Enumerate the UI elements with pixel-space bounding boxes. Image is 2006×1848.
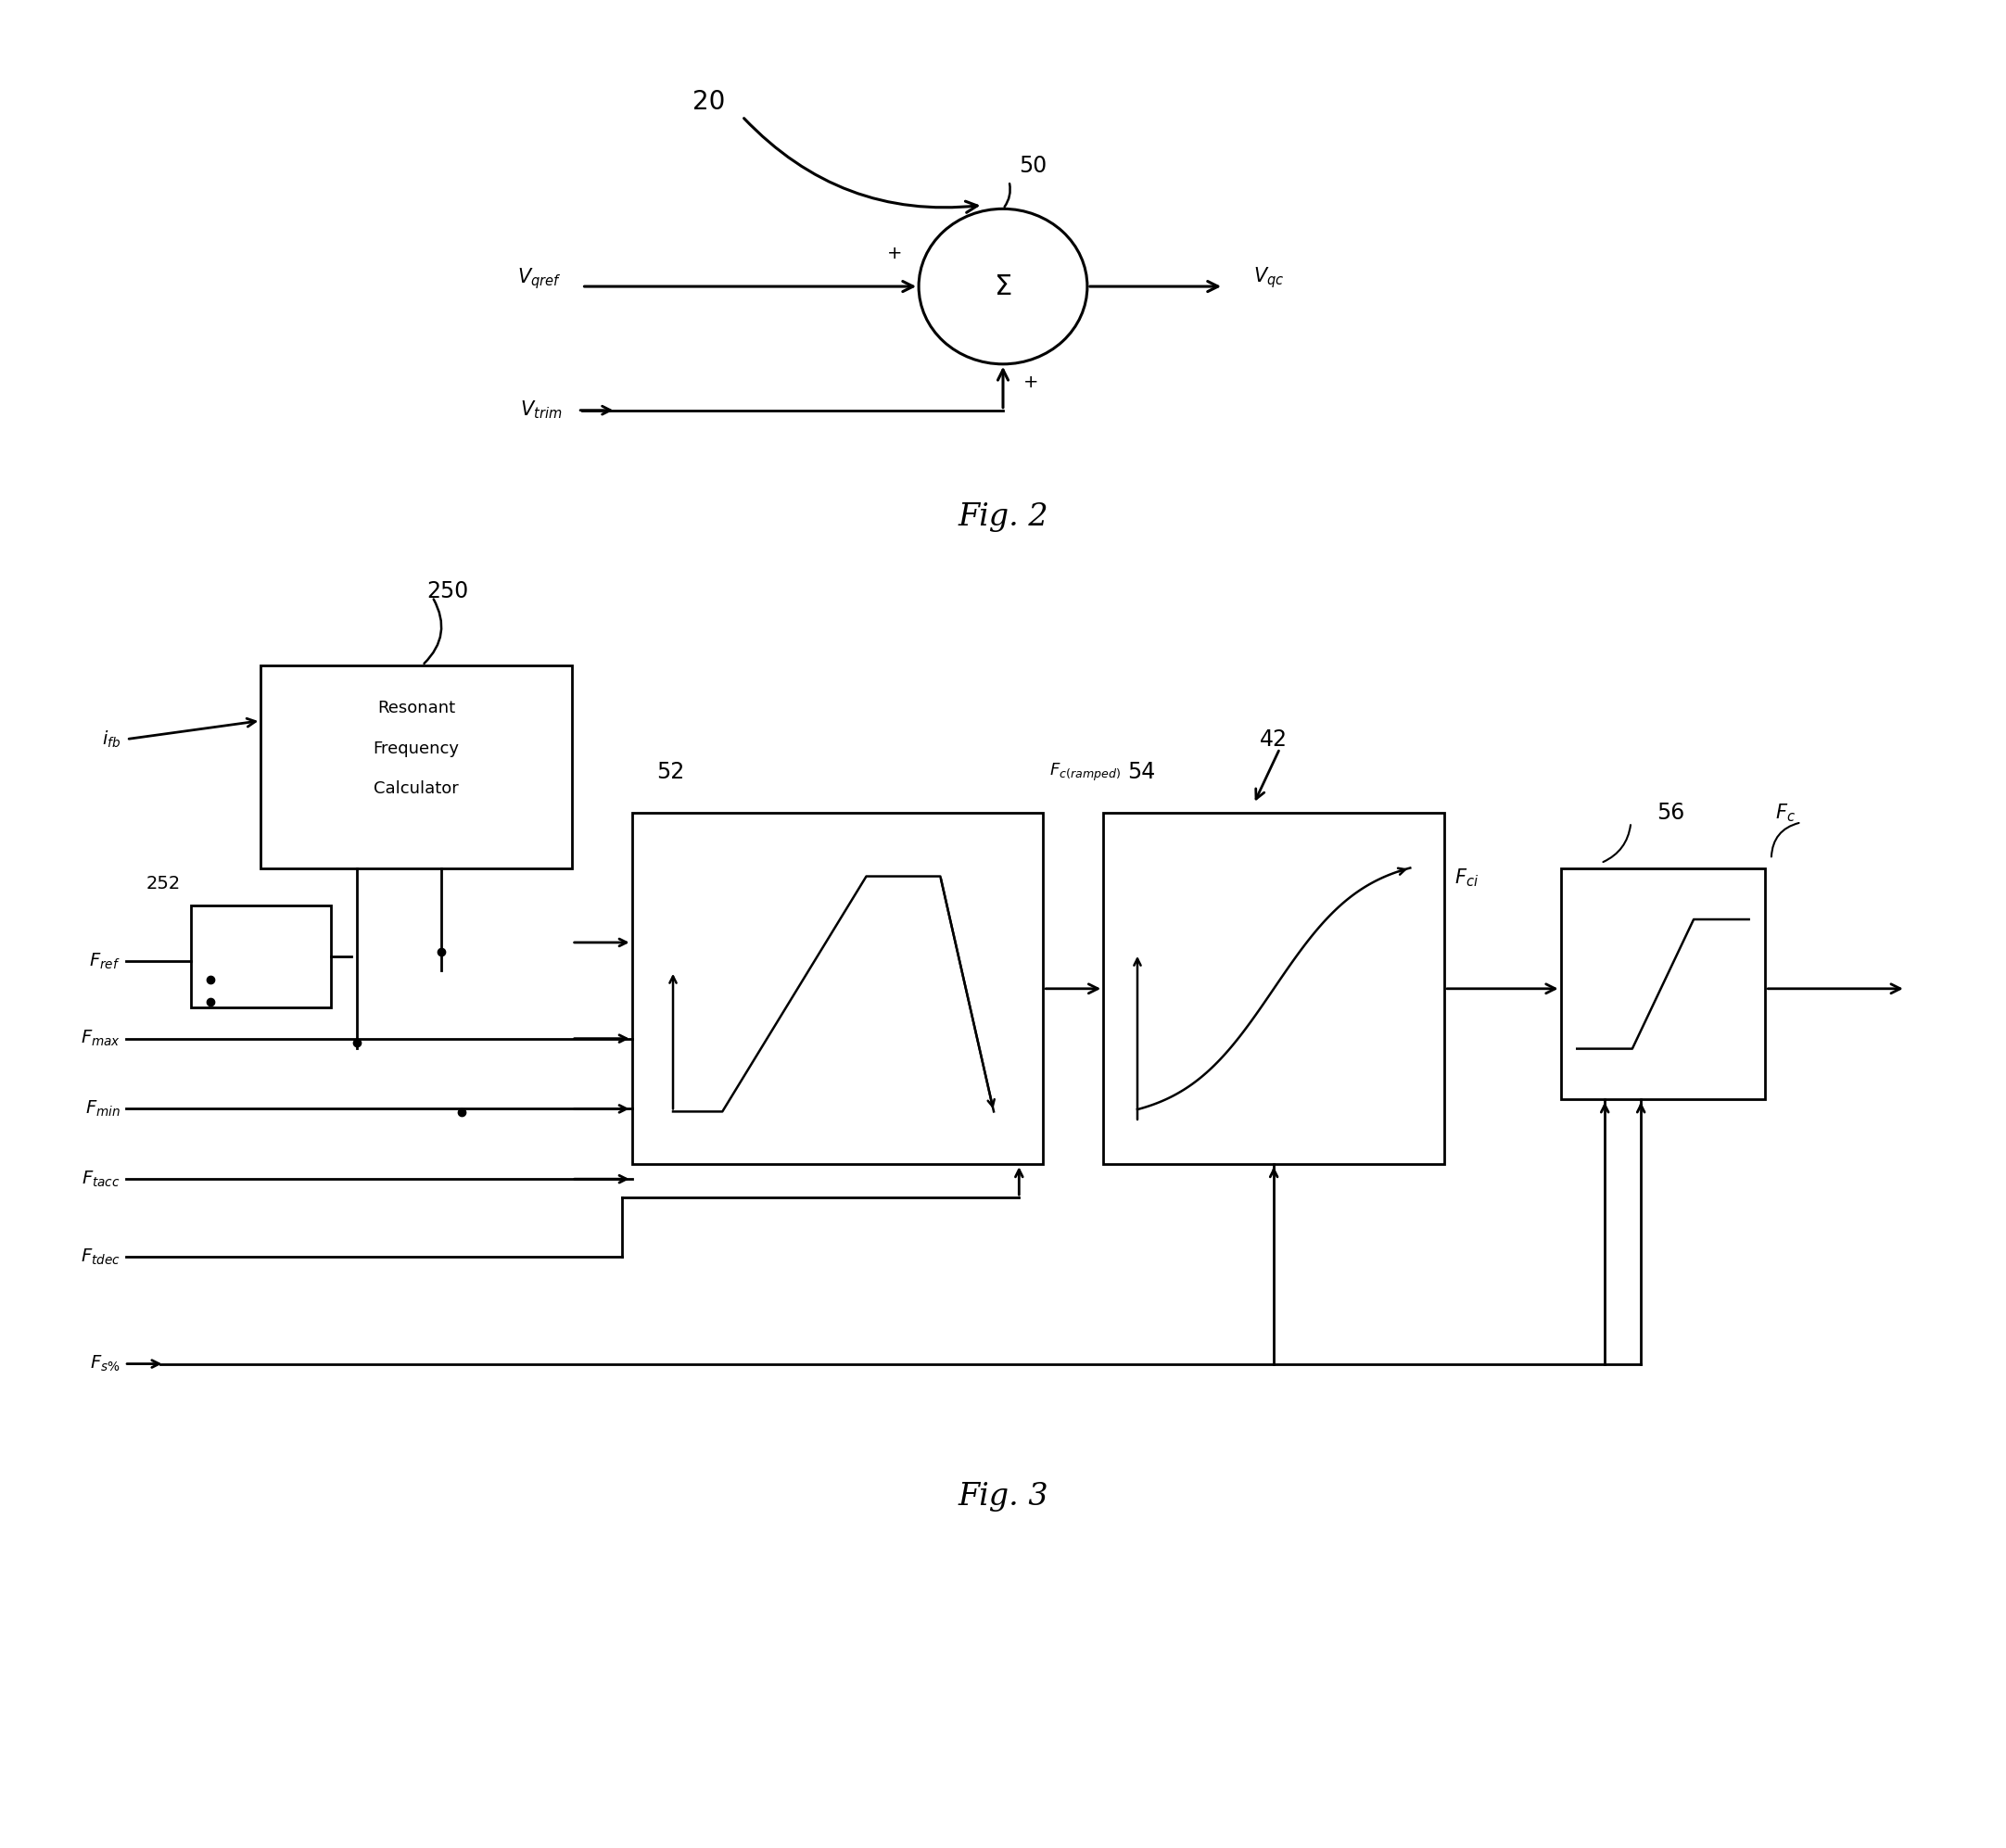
Bar	[632, 813, 1043, 1164]
Text: $F_c$: $F_c$	[1775, 802, 1795, 824]
Text: $F_{s\%}$: $F_{s\%}$	[90, 1355, 120, 1373]
Text: $F_{max}$: $F_{max}$	[80, 1029, 120, 1048]
Text: +: +	[887, 244, 903, 262]
Text: $i_{fb}$: $i_{fb}$	[102, 728, 120, 750]
Text: $F_{c(ramped)}$: $F_{c(ramped)}$	[1049, 761, 1121, 784]
Text: 56: 56	[1657, 802, 1685, 824]
Text: $F_{ci}$: $F_{ci}$	[1454, 867, 1478, 889]
Text: $F_{tdec}$: $F_{tdec}$	[80, 1247, 120, 1266]
Text: Fig. 3: Fig. 3	[957, 1482, 1049, 1512]
Bar	[1561, 869, 1765, 1100]
Bar	[191, 906, 331, 1007]
Text: Resonant: Resonant	[377, 699, 455, 717]
Text: $V_{qref}$: $V_{qref}$	[518, 266, 562, 292]
Text: 20: 20	[692, 89, 724, 115]
Text: 50: 50	[1019, 155, 1047, 177]
Text: $F_{tacc}$: $F_{tacc}$	[82, 1170, 120, 1188]
Text: $V_{trim}$: $V_{trim}$	[520, 399, 562, 421]
Text: $F_{ref}$: $F_{ref}$	[88, 952, 120, 970]
Text: $F_{min}$: $F_{min}$	[84, 1100, 120, 1118]
Text: $\Sigma$: $\Sigma$	[995, 272, 1011, 301]
Text: 42: 42	[1260, 728, 1288, 750]
Bar	[261, 665, 572, 869]
Text: Fig. 2: Fig. 2	[957, 503, 1049, 532]
Text: Calculator: Calculator	[373, 780, 459, 798]
Text: 252: 252	[146, 874, 181, 893]
Text: 250: 250	[425, 580, 467, 602]
Bar	[1103, 813, 1444, 1164]
Text: 54: 54	[1127, 761, 1155, 784]
Text: 52: 52	[656, 761, 684, 784]
Text: $V_{qc}$: $V_{qc}$	[1254, 264, 1284, 290]
Text: Frequency: Frequency	[373, 739, 459, 758]
Text: +: +	[1023, 373, 1039, 392]
